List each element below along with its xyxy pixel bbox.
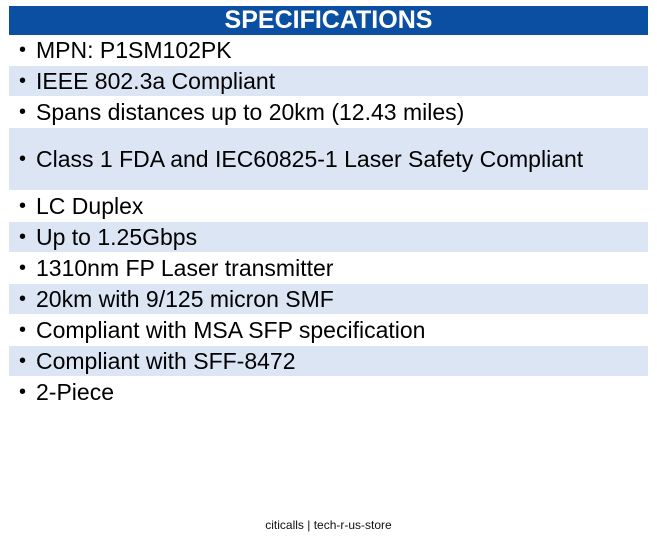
- specifications-table: SPECIFICATIONS • MPN: P1SM102PK • IEEE 8…: [9, 6, 648, 408]
- specifications-header: SPECIFICATIONS: [9, 6, 648, 35]
- spec-row: • 1310nm FP Laser transmitter: [9, 253, 648, 284]
- spec-row: • Compliant with SFF-8472: [9, 346, 648, 377]
- bullet-icon: •: [18, 194, 26, 217]
- spec-text: Spans distances up to 20km (12.43 miles): [36, 98, 465, 125]
- spec-text: Class 1 FDA and IEC60825-1 Laser Safety …: [36, 145, 584, 172]
- specifications-list: • MPN: P1SM102PK • IEEE 802.3a Compliant…: [9, 35, 648, 408]
- bullet-icon: •: [18, 256, 26, 279]
- spec-text: MPN: P1SM102PK: [36, 36, 232, 63]
- spec-row: • LC Duplex: [9, 191, 648, 222]
- spec-text: Compliant with MSA SFP specification: [36, 316, 426, 343]
- bullet-icon: •: [18, 287, 26, 310]
- spec-text: LC Duplex: [36, 192, 144, 219]
- bullet-icon: •: [18, 318, 26, 341]
- bullet-icon: •: [18, 225, 26, 248]
- bullet-icon: •: [18, 38, 26, 61]
- bullet-icon: •: [18, 349, 26, 372]
- spec-row: • Up to 1.25Gbps: [9, 222, 648, 253]
- spec-row: • IEEE 802.3a Compliant: [9, 66, 648, 97]
- spec-text: 20km with 9/125 micron SMF: [36, 285, 334, 312]
- spec-row: • 2-Piece: [9, 377, 648, 408]
- spec-row: • 20km with 9/125 micron SMF: [9, 284, 648, 315]
- spec-text: 1310nm FP Laser transmitter: [36, 254, 334, 281]
- spec-text: Compliant with SFF-8472: [36, 347, 296, 374]
- spec-text: Up to 1.25Gbps: [36, 223, 198, 250]
- bullet-icon: •: [18, 69, 26, 92]
- footer-credit: citicalls | tech-r-us-store: [265, 518, 392, 532]
- spec-row: • Compliant with MSA SFP specification: [9, 315, 648, 346]
- spec-text: IEEE 802.3a Compliant: [36, 67, 276, 94]
- spec-text: 2-Piece: [36, 378, 114, 405]
- bullet-icon: •: [18, 147, 26, 170]
- spec-row: • Class 1 FDA and IEC60825-1 Laser Safet…: [9, 128, 648, 191]
- bullet-icon: •: [18, 100, 26, 123]
- spec-row: • MPN: P1SM102PK: [9, 35, 648, 66]
- bullet-icon: •: [18, 380, 26, 403]
- spec-row: • Spans distances up to 20km (12.43 mile…: [9, 97, 648, 128]
